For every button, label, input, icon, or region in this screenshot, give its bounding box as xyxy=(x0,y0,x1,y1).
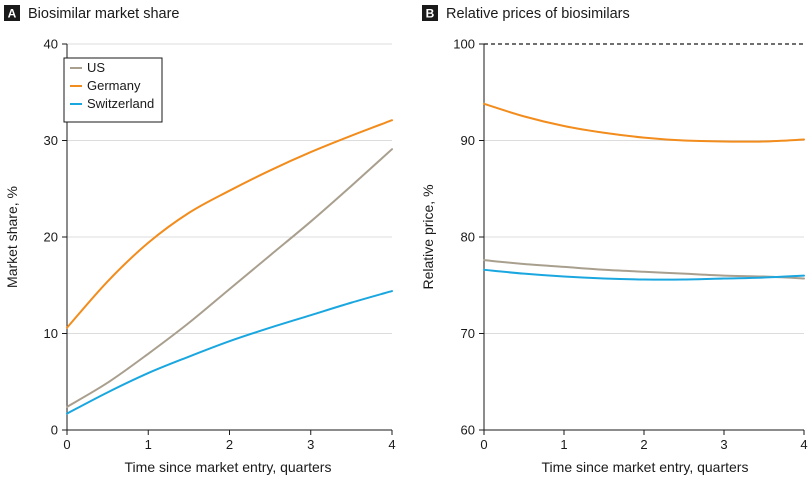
panel-b-x-tick-label: 1 xyxy=(560,437,567,452)
panel-a-x-tick-label: 2 xyxy=(226,437,233,452)
panel-b-x-tick-label: 2 xyxy=(640,437,647,452)
panel-a-letter-box xyxy=(4,5,20,21)
legend-label-germany: Germany xyxy=(87,78,141,93)
panel-a-series-us xyxy=(66,148,393,408)
panel-a-xlabel: Time since market entry, quarters xyxy=(125,459,332,475)
panel-b-x-tick-label: 4 xyxy=(800,437,807,452)
panel-a-series-switzerland xyxy=(66,290,393,415)
panel-b-y-tick-label: 60 xyxy=(461,423,475,438)
panel-a-y-tick-label: 10 xyxy=(44,326,58,341)
panel-a-ylabel: Market share, % xyxy=(4,186,20,288)
panel-a-plot: 0 10 20 30 40 0 1 2 3 4 US Germany Switzerland xyxy=(44,37,396,453)
panel-a-x-tick-label: 0 xyxy=(63,437,70,452)
legend-label-switzerland: Switzerland xyxy=(87,96,154,111)
panel-b-y-tick-label: 90 xyxy=(461,133,475,148)
panel-a-x-tick-label: 1 xyxy=(145,437,152,452)
panel-a-y-tick-label: 20 xyxy=(44,230,58,245)
panel-a-x-tick-label: 4 xyxy=(388,437,395,452)
panel-b-plot: 60 70 80 90 100 0 1 2 3 4 xyxy=(453,37,807,453)
panel-b-y-tick-label: 100 xyxy=(453,37,475,52)
panel-a-series-germany xyxy=(66,119,393,329)
panel-b-series-germany xyxy=(483,102,805,143)
panel-b-series-switzerland xyxy=(483,268,805,281)
panel-b-letter: B xyxy=(426,7,435,21)
legend-label-us: US xyxy=(87,60,105,75)
panel-a-x-tick-label: 3 xyxy=(307,437,314,452)
panel-b-xlabel: Time since market entry, quarters xyxy=(542,459,749,475)
panel-b-letter-box xyxy=(422,5,438,21)
panel-b-series-us xyxy=(483,259,805,280)
panel-b-y-tick-label: 80 xyxy=(461,230,475,245)
panel-b-title: Relative prices of biosimilars xyxy=(446,6,630,22)
panel-b-x-tick-label: 0 xyxy=(480,437,487,452)
panel-a-y-tick-label: 30 xyxy=(44,133,58,148)
panel-a-title: Biosimilar market share xyxy=(28,6,180,22)
panel-b-x-tick-label: 3 xyxy=(720,437,727,452)
panel-a-y-tick-label: 0 xyxy=(51,423,58,438)
panel-b-y-tick-label: 70 xyxy=(461,326,475,341)
panel-b-ylabel: Relative price, % xyxy=(420,184,436,289)
panel-a-y-tick-label: 40 xyxy=(44,37,58,52)
panel-a-letter: A xyxy=(8,7,17,21)
